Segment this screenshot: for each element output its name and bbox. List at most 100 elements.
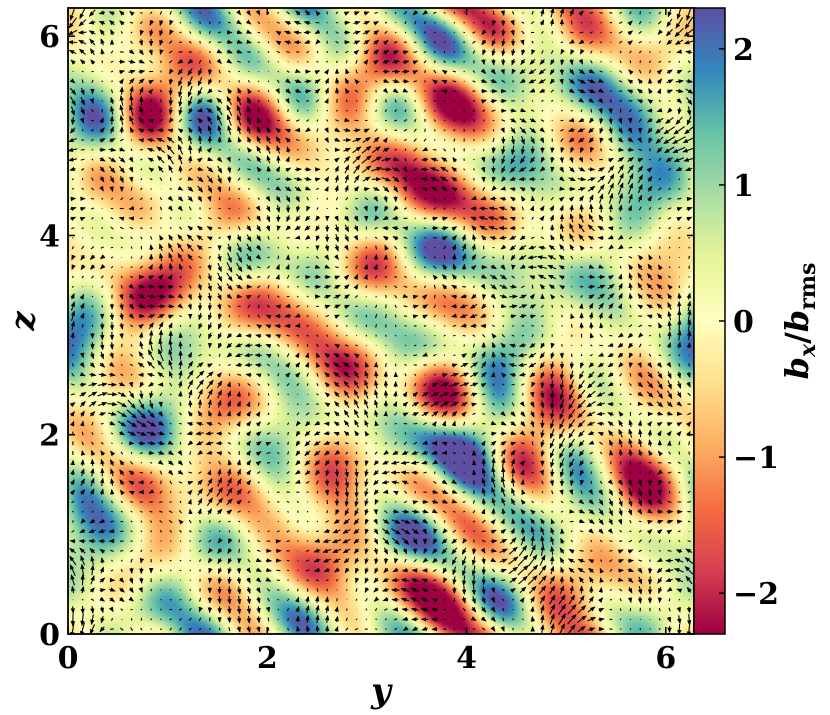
vector-arrow [245, 567, 251, 574]
vector-arrow [600, 148, 602, 152]
vector-arrow [333, 518, 340, 524]
vector-arrow [598, 608, 605, 613]
vector-arrow [685, 575, 693, 585]
vector-arrow [424, 70, 426, 74]
vector-arrow [472, 547, 477, 555]
vector-arrow [276, 119, 280, 122]
vector-arrow [599, 344, 603, 347]
vector-arrow [255, 557, 262, 562]
vector-arrow [530, 146, 535, 155]
colorbar-tick-label: −1 [733, 441, 779, 476]
vector-arrow [394, 11, 397, 15]
vector-arrow [334, 606, 339, 613]
vector-arrow [404, 558, 407, 563]
vector-arrow [247, 539, 250, 543]
vector-arrow [589, 576, 594, 584]
vector-arrow [256, 606, 261, 614]
vector-arrow [382, 528, 391, 535]
vector-arrow [529, 544, 536, 557]
vector-arrow [188, 530, 192, 533]
vector-arrow [169, 188, 172, 190]
vector-arrow [570, 539, 574, 543]
vector-arrow [414, 31, 417, 34]
vector-arrow [68, 40, 78, 45]
vector-arrow [130, 530, 133, 533]
vector-arrow [150, 618, 152, 621]
vector-arrow [521, 100, 524, 102]
vector-arrow [199, 519, 201, 524]
vector-arrow [160, 550, 162, 552]
vector-arrow [501, 617, 505, 622]
vector-arrow [578, 518, 586, 524]
vector-arrow [511, 518, 516, 524]
vector-arrow [619, 265, 622, 269]
vector-arrow [198, 540, 202, 543]
vector-arrow [365, 246, 368, 249]
vector-arrow [443, 577, 448, 584]
vector-arrow [442, 628, 447, 630]
vector-arrow [560, 519, 564, 524]
vector-arrow [199, 274, 201, 279]
vector-arrow [482, 403, 486, 406]
vector-arrow [598, 518, 604, 526]
vector-arrow [639, 237, 642, 239]
vector-arrow [472, 459, 477, 466]
vector-arrow [217, 227, 222, 230]
vector-arrow [549, 594, 556, 605]
vector-arrow [375, 285, 377, 288]
vector-arrow [441, 538, 448, 544]
vector-arrow [528, 585, 537, 594]
vector-arrow [138, 138, 145, 143]
vector-arrow [432, 589, 437, 591]
vector-arrow [462, 491, 466, 493]
vector-arrow [452, 452, 456, 454]
vector-arrow [420, 607, 429, 612]
vector-arrow [618, 448, 623, 457]
vector-arrow [656, 529, 663, 535]
vector-arrow [649, 217, 651, 220]
vector-arrow [508, 566, 519, 575]
vector-arrow [267, 177, 270, 181]
vector-arrow [179, 500, 182, 504]
vector-arrow [228, 373, 231, 376]
vector-arrow [580, 21, 583, 24]
vector-arrow [198, 549, 202, 553]
vector-arrow [305, 569, 310, 572]
vector-arrow [295, 596, 300, 603]
vector-arrow [491, 568, 496, 573]
vector-arrow [168, 510, 173, 514]
vector-arrow [627, 577, 634, 584]
vector-arrow [375, 353, 378, 357]
vector-arrow [569, 204, 574, 212]
vector-arrow [313, 567, 320, 573]
vector-arrow [119, 333, 124, 340]
vector-arrow [538, 585, 547, 595]
vector-arrow [149, 501, 153, 503]
vector-arrow [305, 266, 310, 269]
colorbar-label-b2: b [778, 310, 816, 332]
vector-arrow [617, 577, 624, 582]
vector-arrow [433, 373, 436, 376]
vector-arrow [218, 197, 221, 201]
vector-arrow [306, 343, 309, 347]
vector-arrow [490, 597, 496, 604]
vector-arrow [148, 450, 155, 456]
vector-arrow [394, 501, 397, 503]
vector-arrow [128, 205, 135, 211]
vector-arrow [518, 575, 528, 585]
vector-arrow [656, 567, 663, 574]
vector-arrow [375, 99, 377, 103]
vector-arrow [207, 68, 213, 76]
vector-arrow [334, 469, 340, 478]
vector-arrow [688, 441, 691, 446]
vector-arrow [189, 589, 192, 591]
vector-arrow [130, 266, 133, 268]
vector-arrow [404, 432, 407, 435]
x-tick-label: 0 [58, 641, 79, 676]
vector-arrow [394, 432, 397, 435]
vector-arrow [453, 334, 456, 337]
vector-arrow [676, 49, 683, 54]
vector-arrow [256, 626, 261, 633]
vector-arrow [490, 557, 497, 563]
vector-arrow [452, 566, 457, 576]
